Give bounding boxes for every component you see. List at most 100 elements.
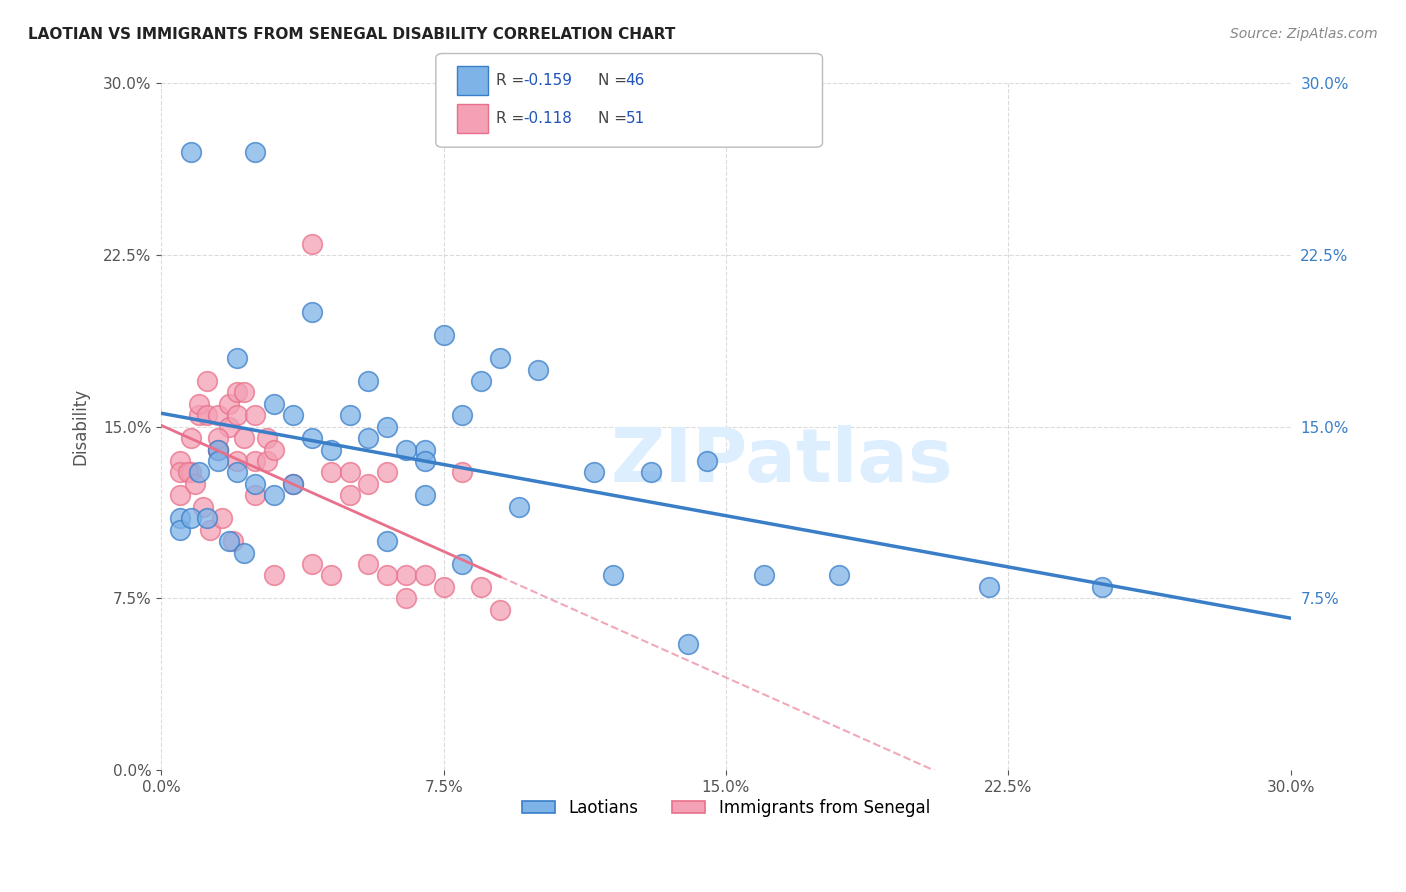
Point: [489, 603, 512, 617]
Point: [375, 466, 398, 480]
Point: [256, 454, 278, 468]
Point: [678, 637, 700, 651]
Point: [207, 442, 229, 457]
Y-axis label: Disability: Disability: [72, 388, 89, 466]
Point: [225, 409, 247, 423]
Point: [357, 557, 380, 571]
Point: [233, 385, 256, 400]
Point: [357, 477, 380, 491]
Legend: Laotians, Immigrants from Senegal: Laotians, Immigrants from Senegal: [516, 792, 936, 823]
Point: [263, 488, 285, 502]
Point: [395, 442, 418, 457]
Point: [225, 351, 247, 365]
Point: [752, 568, 775, 582]
Point: [375, 534, 398, 549]
Point: [195, 409, 218, 423]
Point: [375, 568, 398, 582]
Point: [413, 442, 436, 457]
Point: [218, 534, 240, 549]
Point: [207, 431, 229, 445]
Text: N =: N =: [598, 73, 631, 87]
Point: [169, 488, 191, 502]
Point: [489, 351, 512, 365]
Text: 46: 46: [626, 73, 645, 87]
Text: N =: N =: [598, 112, 631, 126]
Point: [301, 557, 323, 571]
Point: [225, 466, 247, 480]
Point: [508, 500, 530, 514]
Point: [451, 409, 474, 423]
Point: [339, 466, 361, 480]
Point: [301, 236, 323, 251]
Point: [339, 488, 361, 502]
Text: -0.118: -0.118: [523, 112, 572, 126]
Point: [180, 431, 202, 445]
Point: [828, 568, 851, 582]
Point: [207, 442, 229, 457]
Point: [339, 409, 361, 423]
Point: [200, 523, 222, 537]
Point: [245, 477, 267, 491]
Point: [281, 477, 304, 491]
Point: [169, 466, 191, 480]
Point: [433, 580, 456, 594]
Point: [526, 362, 548, 376]
Point: [413, 488, 436, 502]
Point: [245, 454, 267, 468]
Text: Source: ZipAtlas.com: Source: ZipAtlas.com: [1230, 27, 1378, 41]
Point: [281, 477, 304, 491]
Point: [602, 568, 624, 582]
Point: [696, 454, 718, 468]
Point: [211, 511, 233, 525]
Point: [169, 523, 191, 537]
Point: [1091, 580, 1114, 594]
Point: [233, 431, 256, 445]
Point: [225, 385, 247, 400]
Point: [375, 419, 398, 434]
Point: [207, 442, 229, 457]
Point: [180, 511, 202, 525]
Text: -0.159: -0.159: [523, 73, 572, 87]
Point: [263, 568, 285, 582]
Point: [301, 305, 323, 319]
Point: [281, 409, 304, 423]
Point: [188, 466, 211, 480]
Point: [395, 568, 418, 582]
Point: [191, 500, 214, 514]
Point: [357, 374, 380, 388]
Point: [180, 466, 202, 480]
Point: [207, 409, 229, 423]
Text: 51: 51: [626, 112, 645, 126]
Point: [180, 145, 202, 160]
Point: [218, 397, 240, 411]
Point: [413, 568, 436, 582]
Point: [395, 591, 418, 606]
Point: [433, 328, 456, 343]
Point: [357, 431, 380, 445]
Point: [263, 442, 285, 457]
Point: [218, 419, 240, 434]
Point: [222, 534, 245, 549]
Point: [319, 568, 342, 582]
Point: [176, 466, 198, 480]
Text: R =: R =: [496, 73, 530, 87]
Point: [188, 397, 211, 411]
Point: [301, 431, 323, 445]
Point: [195, 511, 218, 525]
Point: [195, 374, 218, 388]
Point: [979, 580, 1001, 594]
Text: R =: R =: [496, 112, 530, 126]
Point: [451, 466, 474, 480]
Point: [188, 409, 211, 423]
Point: [319, 466, 342, 480]
Point: [583, 466, 606, 480]
Point: [470, 580, 492, 594]
Point: [233, 545, 256, 559]
Point: [169, 454, 191, 468]
Point: [245, 488, 267, 502]
Point: [245, 409, 267, 423]
Point: [319, 442, 342, 457]
Point: [169, 511, 191, 525]
Text: ZIPatlas: ZIPatlas: [612, 425, 953, 498]
Point: [451, 557, 474, 571]
